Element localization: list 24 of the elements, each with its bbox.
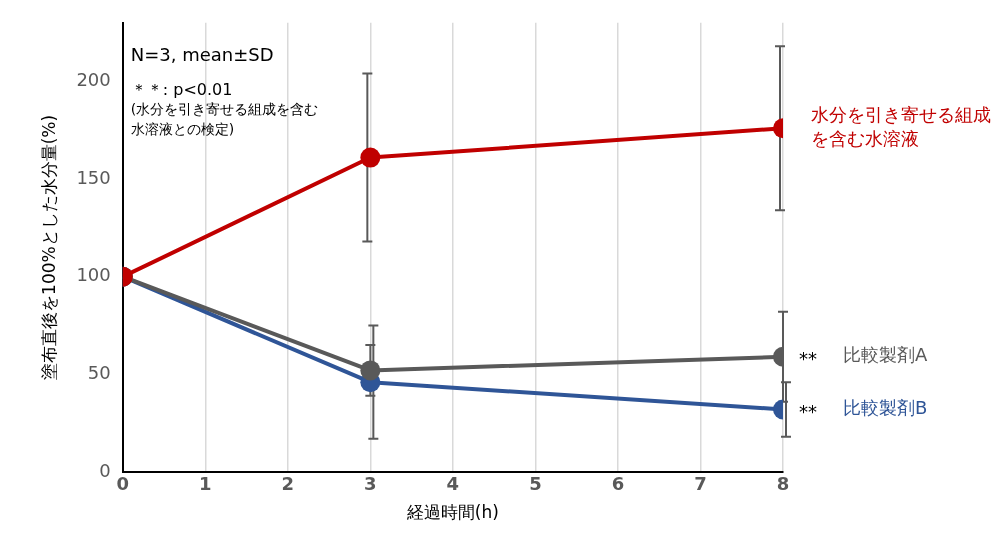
x-tick-label: 8 bbox=[776, 473, 790, 495]
x-tick-label: 7 bbox=[694, 473, 707, 495]
x-tick-label: 0 bbox=[116, 473, 130, 495]
y-tick-label: 150 bbox=[76, 166, 111, 188]
y-tick-label: 50 bbox=[87, 362, 111, 384]
x-tick-label: 6 bbox=[611, 473, 625, 495]
y-axis-title: 塗布直後を100%とした水分量(%) bbox=[38, 114, 59, 380]
x-tick-label: 2 bbox=[281, 473, 295, 495]
text: 比較製剤B bbox=[843, 397, 928, 419]
y-tick-label: 0 bbox=[99, 459, 111, 481]
x-tick-label: 1 bbox=[199, 473, 212, 495]
y-tick-label: 100 bbox=[76, 264, 111, 286]
x-tick-label: 4 bbox=[446, 473, 460, 495]
y-tick-label: 200 bbox=[76, 69, 111, 91]
x-axis-title: 経過時間(h) bbox=[405, 502, 499, 523]
annotation: ＊＊: p<0.01 bbox=[130, 79, 233, 99]
text: 比較製剤A bbox=[843, 344, 928, 366]
series-label: 水分を引き寄せる組成を含む水溶液 bbox=[811, 103, 991, 149]
x-tick-label: 3 bbox=[364, 473, 377, 495]
annotation: (水分を引き寄せる組成を含む水溶液との検定) bbox=[130, 101, 319, 138]
x-tick-label: 5 bbox=[529, 473, 542, 495]
annotation: ** bbox=[799, 348, 817, 370]
annotation: N=3, mean±SD bbox=[130, 44, 274, 66]
annotation: ** bbox=[799, 401, 817, 423]
